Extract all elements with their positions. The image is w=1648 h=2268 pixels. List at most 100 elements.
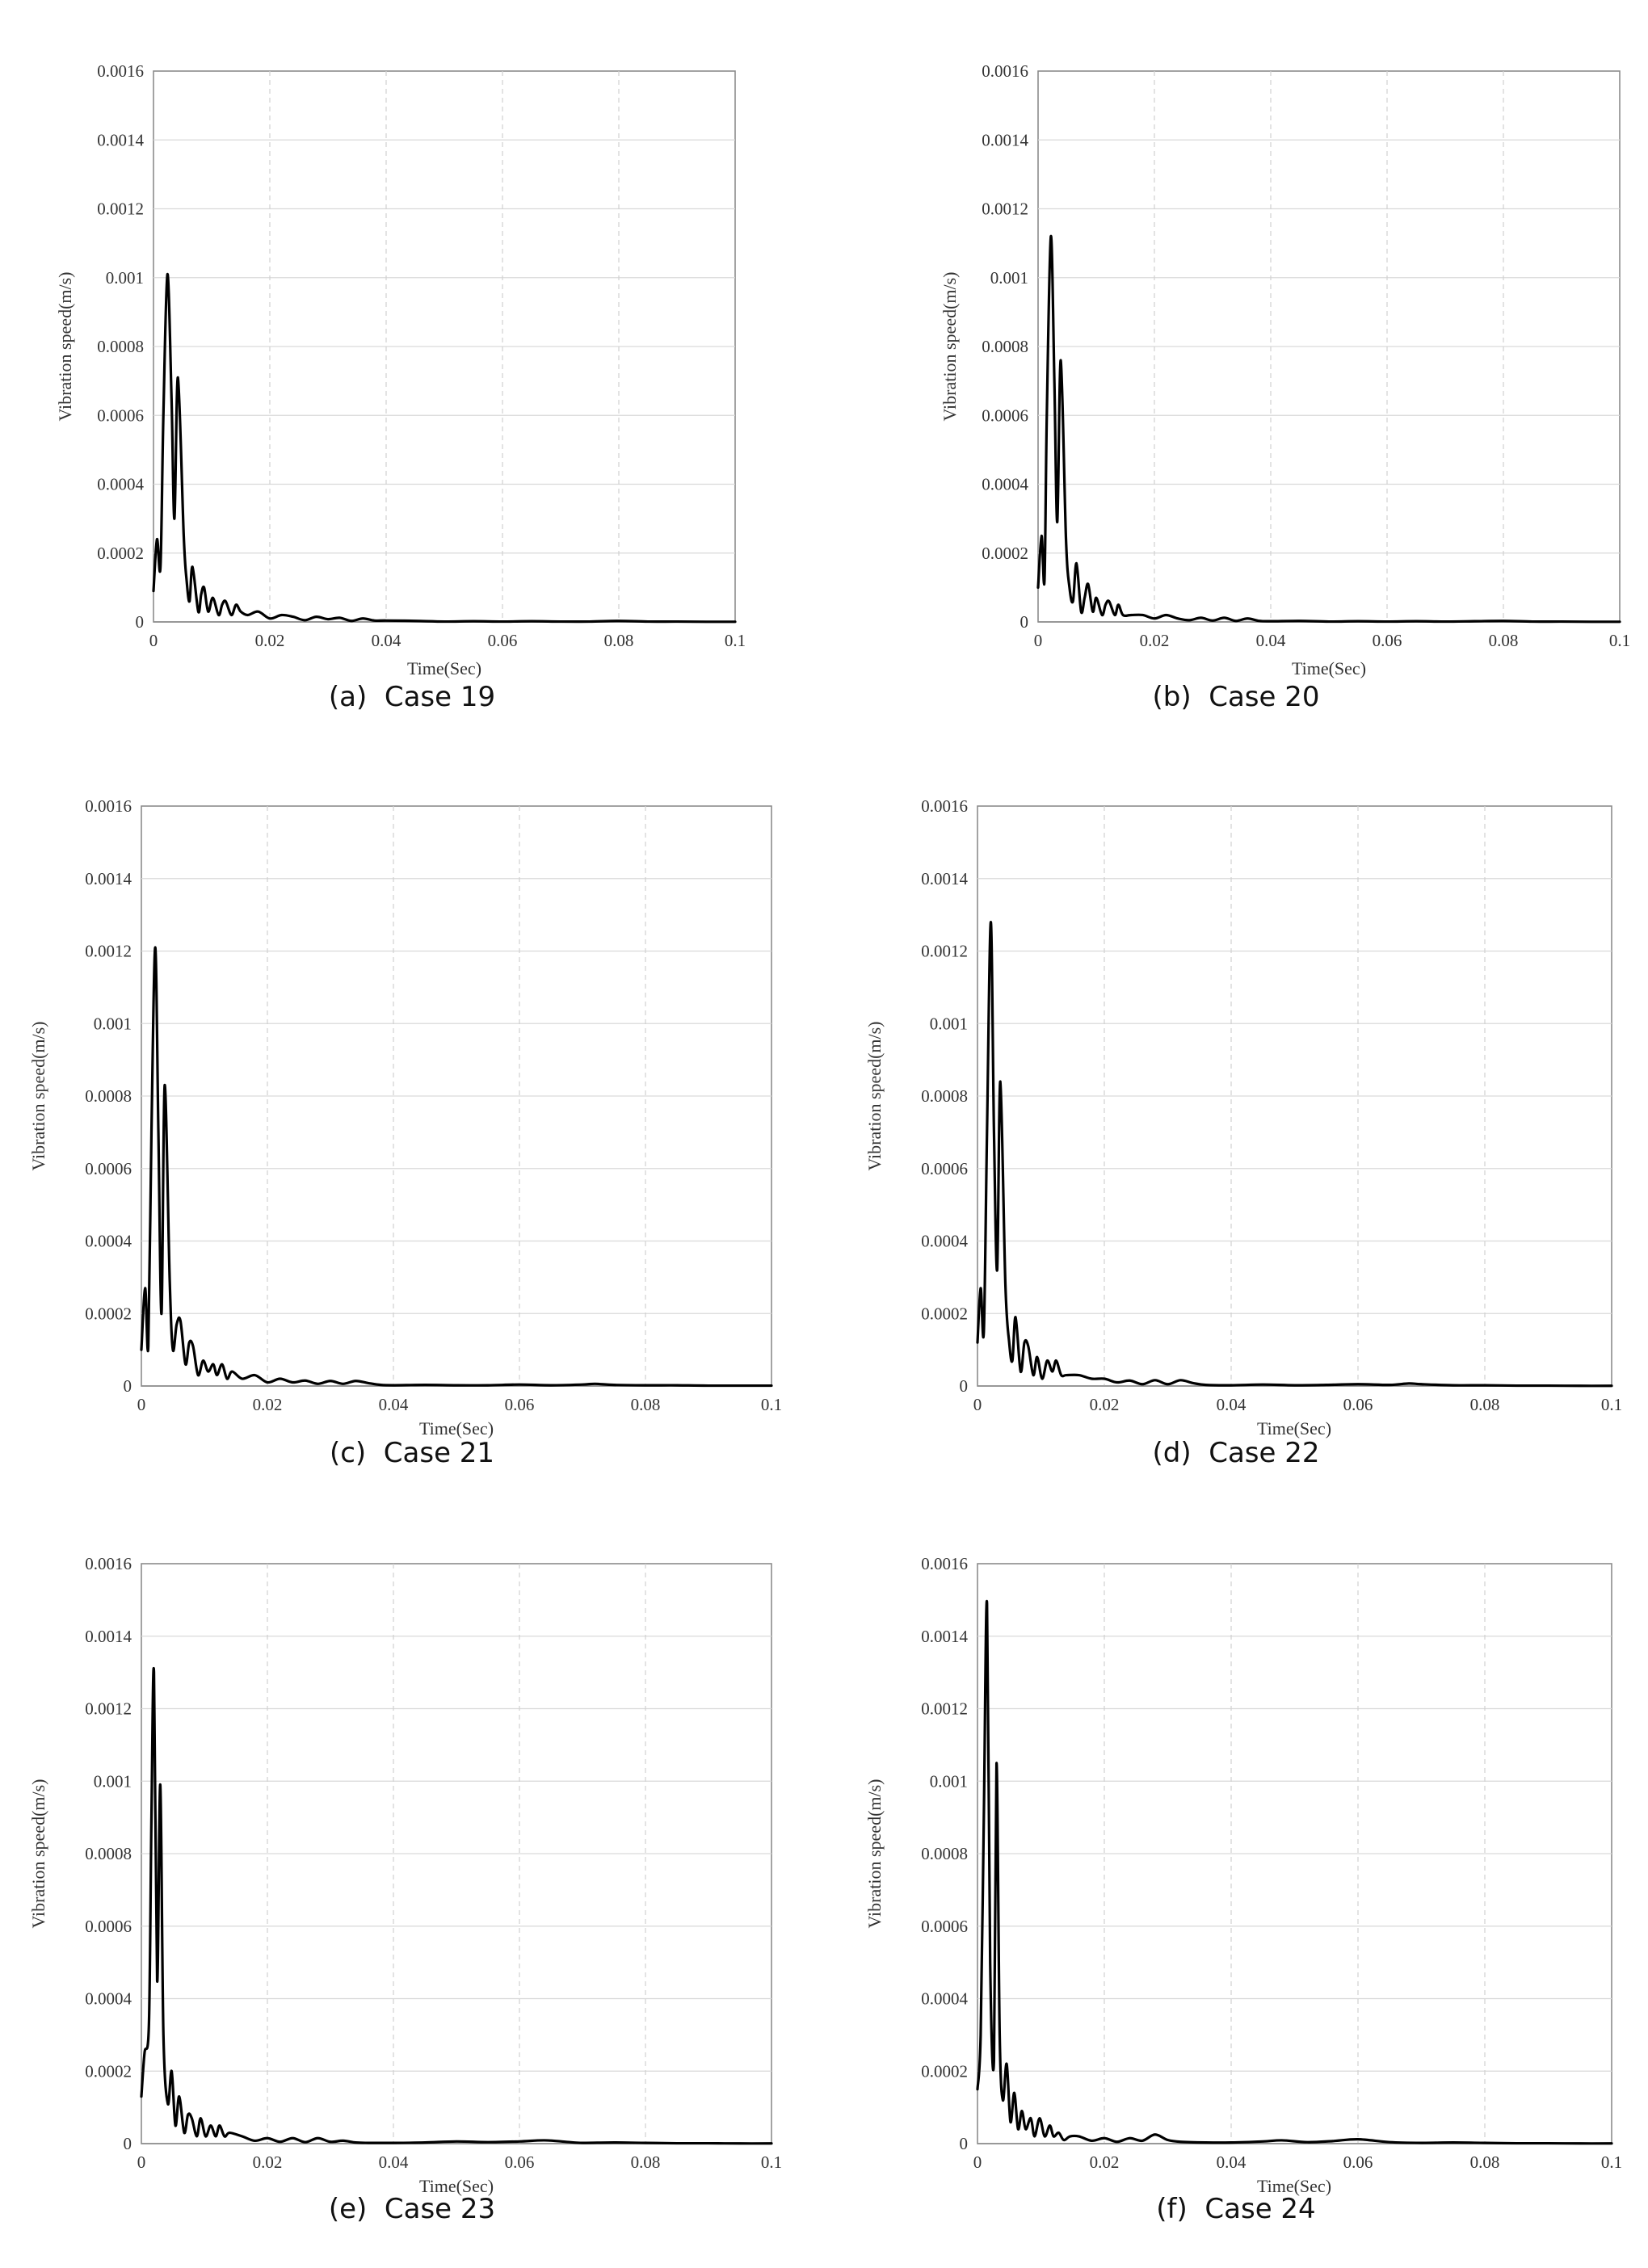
chart-panel-case-19: 0 0.0002 0.0004 0.0006 0.0008 0.001 0.0012 0.00…	[0, 0, 824, 756]
x-tick-label: 0.08	[1489, 631, 1519, 650]
y-tick-label: 0.0002	[982, 544, 1028, 563]
y-tick-label: 0.0006	[921, 1917, 968, 1936]
x-axis-title: Time(Sec)	[1292, 658, 1366, 678]
y-tick-label: 0	[136, 612, 145, 632]
x-tick-label: 0.02	[253, 2152, 283, 2172]
series-line	[1036, 234, 1621, 624]
y-tick-label: 0.0004	[97, 475, 144, 494]
x-tick-label: 0.02	[253, 1395, 283, 1414]
y-tick-label: 0.0008	[982, 337, 1028, 356]
x-tick-label: 0	[137, 1395, 146, 1414]
y-tick-label: 0.0004	[85, 1989, 132, 2009]
y-tick-label: 0.0012	[85, 1699, 132, 1719]
x-tick-label: 0.06	[505, 2152, 535, 2172]
y-tick-label: 0.0016	[85, 1554, 132, 1573]
x-tick-label: 0.08	[1470, 2152, 1500, 2172]
x-tick-label: 0.02	[1090, 2152, 1120, 2172]
y-tick-label: 0.0008	[921, 1086, 968, 1106]
y-axis-title: Vibration speed(m/s)	[864, 1779, 885, 1928]
y-tick-label: 0	[960, 1376, 969, 1396]
y-tick-label: 0.0002	[921, 1304, 968, 1323]
y-tick-label: 0.0016	[982, 61, 1028, 81]
series-line	[976, 1599, 1613, 2145]
x-tick-label: 0.04	[372, 631, 401, 650]
chart-caption: (a) Case 19	[328, 681, 496, 713]
series-line	[976, 921, 1613, 1388]
y-tick-label: 0.0004	[921, 1989, 968, 2009]
chart-svg-case-21: 0 0.0002 0.0004 0.0006 0.0008 0.001 0.0012 0.00…	[28, 796, 782, 1438]
x-tick-label: 0.06	[505, 1395, 535, 1414]
chart-caption: (b) Case 20	[1152, 681, 1320, 713]
x-tick-label: 0.08	[631, 1395, 661, 1414]
x-tick-label: 0.1	[1601, 1395, 1622, 1414]
y-tick-label: 0	[124, 1376, 132, 1396]
y-tick-label: 0.0012	[97, 200, 144, 219]
x-axis-title: Time(Sec)	[1257, 1418, 1331, 1438]
x-tick-label: 0.08	[631, 2152, 661, 2172]
series-line	[152, 272, 737, 624]
y-tick-label: 0	[124, 2134, 132, 2153]
y-tick-label: 0.0016	[921, 796, 968, 816]
chart-panel-case-21: 0 0.0002 0.0004 0.0006 0.0008 0.001 0.0012 0.00…	[0, 756, 824, 1512]
chart-panel-case-24: 0 0.0002 0.0004 0.0006 0.0008 0.001 0.0012 0.00…	[824, 1512, 1648, 2268]
x-tick-label: 0.06	[488, 631, 518, 650]
x-tick-label: 0.08	[604, 631, 634, 650]
y-tick-label: 0.0014	[85, 1627, 132, 1646]
x-tick-label: 0	[137, 2152, 146, 2172]
x-tick-label: 0.02	[255, 631, 285, 650]
y-tick-label: 0.0004	[85, 1232, 132, 1251]
series-line	[140, 1667, 773, 2145]
x-axis-title: Time(Sec)	[419, 1418, 494, 1438]
y-tick-label: 0.0004	[982, 475, 1028, 494]
x-axis-title: Time(Sec)	[1257, 2176, 1331, 2196]
y-tick-label: 0.001	[94, 1771, 132, 1791]
chart-panel-case-23: 0 0.0002 0.0004 0.0006 0.0008 0.001 0.0012 0.00…	[0, 1512, 824, 2268]
x-tick-label: 0.04	[1217, 1395, 1247, 1414]
y-axis-title: Vibration speed(m/s)	[55, 271, 75, 421]
x-axis-title: Time(Sec)	[419, 2176, 494, 2196]
y-tick-label: 0.0006	[921, 1159, 968, 1178]
y-tick-label: 0.0008	[85, 1844, 132, 1863]
x-tick-label: 0.06	[1343, 1395, 1373, 1414]
y-tick-label: 0.0006	[97, 405, 144, 425]
y-tick-label: 0.0006	[982, 405, 1028, 425]
y-tick-label: 0.0004	[921, 1232, 968, 1251]
y-axis-title: Vibration speed(m/s)	[940, 271, 960, 421]
y-tick-label: 0.0012	[921, 942, 968, 961]
y-tick-label: 0.001	[930, 1771, 968, 1791]
x-tick-label: 0	[973, 1395, 982, 1414]
x-tick-label: 0	[149, 631, 158, 650]
y-tick-label: 0.0016	[85, 796, 132, 816]
x-tick-label: 0.08	[1470, 1395, 1500, 1414]
chart-caption: (d) Case 22	[1152, 1437, 1320, 1469]
x-tick-label: 0.1	[725, 631, 746, 650]
y-tick-label: 0.0002	[921, 2061, 968, 2081]
y-tick-label: 0.0012	[921, 1699, 968, 1719]
y-tick-label: 0.0012	[982, 200, 1028, 219]
chart-svg-case-20: 0 0.0002 0.0004 0.0006 0.0008 0.001 0.0012 0.00…	[940, 61, 1630, 678]
chart-svg-case-22: 0 0.0002 0.0004 0.0006 0.0008 0.001 0.0012 0.00…	[864, 796, 1622, 1438]
y-tick-label: 0.001	[930, 1014, 968, 1033]
x-tick-label: 0.04	[379, 1395, 409, 1414]
y-tick-label: 0.0014	[982, 130, 1028, 149]
y-tick-label: 0.001	[94, 1014, 132, 1033]
y-tick-label: 0	[960, 2134, 969, 2153]
x-tick-label: 0.06	[1373, 631, 1402, 650]
chart-svg-case-23: 0 0.0002 0.0004 0.0006 0.0008 0.001 0.0012 0.00…	[28, 1554, 782, 2196]
series-line	[140, 946, 773, 1388]
y-tick-label: 0.0014	[97, 130, 144, 149]
chart-svg-case-19: 0 0.0002 0.0004 0.0006 0.0008 0.001 0.0012 0.00…	[55, 61, 746, 678]
y-tick-label: 0.0008	[85, 1086, 132, 1106]
y-tick-label: 0.0008	[97, 337, 144, 356]
chart-panel-case-20: 0 0.0002 0.0004 0.0006 0.0008 0.001 0.0012 0.00…	[824, 0, 1648, 756]
y-axis-title: Vibration speed(m/s)	[864, 1021, 885, 1170]
x-tick-label: 0.04	[379, 2152, 409, 2172]
x-tick-label: 0.04	[1217, 2152, 1247, 2172]
x-tick-label: 0.1	[1601, 2152, 1622, 2172]
y-tick-label: 0.0014	[921, 1627, 968, 1646]
y-tick-label: 0.0016	[97, 61, 144, 81]
y-tick-label: 0.0006	[85, 1917, 132, 1936]
y-tick-label: 0.001	[106, 268, 144, 288]
x-tick-label: 0.02	[1090, 1395, 1120, 1414]
chart-caption: (c) Case 21	[329, 1437, 495, 1469]
